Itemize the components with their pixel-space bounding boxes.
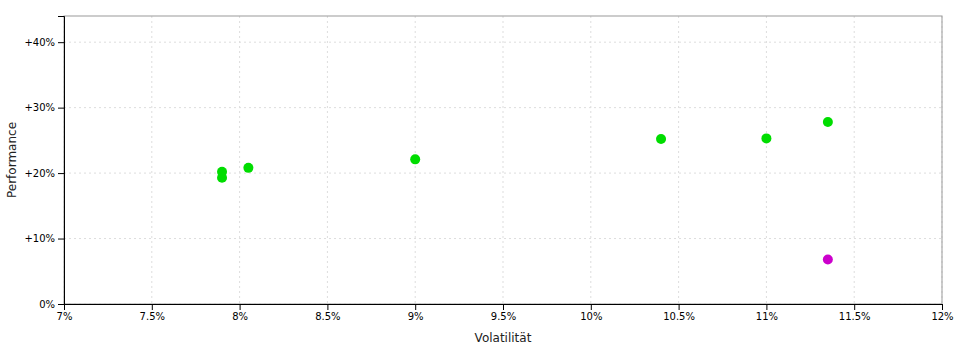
point bbox=[217, 173, 227, 183]
x-tick-label: 7% bbox=[57, 311, 73, 322]
grid-line bbox=[64, 42, 942, 43]
x-tick: 8.5% bbox=[315, 304, 340, 322]
x-tick-mark bbox=[942, 304, 943, 310]
x-axis: 7% 7.5% 8% 8.5% 9% 9.5% 10% 10.5% 11% 11.5% 12% bbox=[57, 304, 954, 322]
x-axis-title: Volatilität bbox=[475, 331, 532, 345]
point bbox=[761, 133, 771, 143]
point bbox=[656, 134, 666, 144]
y-axis-line bbox=[58, 17, 65, 305]
plot: 7% 7.5% 8% 8.5% 9% 9.5% 10% 10.5% 11% 11.5% 12% 0% +… bbox=[24, 16, 953, 322]
x-tick-label: 8% bbox=[232, 311, 248, 322]
chart: 7% 7.5% 8% 8.5% 9% 9.5% 10% 10.5% 11% 11.5% 12% 0% +… bbox=[0, 0, 966, 350]
grid-line bbox=[239, 16, 240, 304]
x-tick: 8% bbox=[232, 304, 248, 322]
y-tick: 0% bbox=[39, 299, 64, 310]
series bbox=[217, 117, 833, 183]
x-tick-label: 8.5% bbox=[315, 311, 340, 322]
x-tick-label: 9.5% bbox=[491, 311, 516, 322]
x-tick: 10% bbox=[580, 304, 602, 322]
grid-line bbox=[678, 16, 679, 304]
y-tick-label: +20% bbox=[24, 168, 55, 179]
y-tick-mark bbox=[58, 108, 64, 109]
y-tick-label: +40% bbox=[24, 37, 55, 48]
grid bbox=[64, 16, 942, 304]
y-axis-title: Performance bbox=[5, 122, 19, 198]
y-tick-label: +30% bbox=[24, 102, 55, 113]
plot-frame bbox=[64, 16, 942, 304]
y-tick-mark bbox=[58, 42, 64, 43]
x-tick-mark bbox=[766, 304, 767, 310]
grid-line bbox=[854, 16, 855, 304]
y-tick: +20% bbox=[24, 168, 64, 179]
x-tick-mark bbox=[503, 304, 504, 310]
x-tick: 11.5% bbox=[839, 304, 871, 322]
x-tick-label: 11% bbox=[756, 311, 778, 322]
grid-line bbox=[151, 16, 152, 304]
x-tick-label: 10.5% bbox=[663, 311, 695, 322]
point bbox=[410, 154, 420, 164]
x-tick-mark bbox=[240, 304, 241, 310]
y-axis: 0% +10% +20% +30% +40% bbox=[24, 17, 64, 310]
point bbox=[823, 254, 833, 264]
grid-line bbox=[327, 16, 328, 304]
x-tick-label: 10% bbox=[580, 311, 602, 322]
x-tick-mark bbox=[591, 304, 592, 310]
y-tick-mark bbox=[58, 173, 64, 174]
y-tick-mark bbox=[58, 239, 64, 240]
series bbox=[823, 254, 833, 264]
y-tick-label: +10% bbox=[24, 233, 55, 244]
y-tick: +30% bbox=[24, 102, 64, 113]
grid-line bbox=[64, 173, 942, 174]
point bbox=[243, 163, 253, 173]
x-tick: 10.5% bbox=[663, 304, 695, 322]
x-axis-line bbox=[65, 305, 943, 311]
y-tick: +10% bbox=[24, 233, 64, 244]
marks bbox=[217, 117, 833, 264]
y-tick-label: 0% bbox=[39, 299, 55, 310]
x-tick-label: 9% bbox=[408, 311, 424, 322]
x-tick-mark bbox=[327, 304, 328, 310]
x-tick: 11% bbox=[756, 304, 778, 322]
x-tick-mark bbox=[854, 304, 855, 310]
x-tick: 9% bbox=[408, 304, 424, 322]
grid-line bbox=[64, 238, 942, 239]
grid-line bbox=[503, 16, 504, 304]
x-tick: 12% bbox=[931, 304, 953, 322]
x-tick-mark bbox=[679, 304, 680, 310]
x-tick: 7% bbox=[57, 304, 73, 322]
x-tick-label: 7.5% bbox=[140, 311, 165, 322]
grid-line bbox=[766, 16, 767, 304]
grid-line bbox=[590, 16, 591, 304]
y-tick: +40% bbox=[24, 37, 64, 48]
grid-line bbox=[64, 107, 942, 108]
point bbox=[823, 117, 833, 127]
x-tick: 9.5% bbox=[491, 304, 516, 322]
x-tick-mark bbox=[415, 304, 416, 310]
x-tick-mark bbox=[152, 304, 153, 310]
x-tick: 7.5% bbox=[140, 304, 165, 322]
x-tick-label: 12% bbox=[931, 311, 953, 322]
x-tick-label: 11.5% bbox=[839, 311, 871, 322]
y-tick-mark bbox=[58, 304, 64, 305]
